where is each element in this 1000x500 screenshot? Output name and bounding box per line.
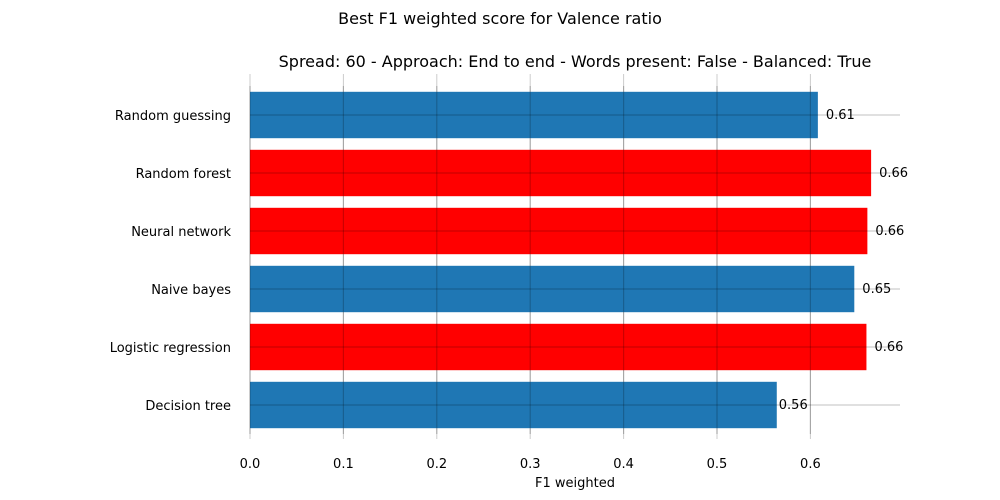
category-lines bbox=[250, 114, 900, 406]
value-label: 0.66 bbox=[874, 340, 903, 355]
chart-title: Spread: 60 - Approach: End to end - Word… bbox=[279, 52, 872, 71]
y-tick-label: Random forest bbox=[136, 167, 231, 182]
y-tick-label: Naive bayes bbox=[151, 283, 231, 298]
x-tick-label: 0.4 bbox=[613, 457, 634, 472]
chart-suptitle: Best F1 weighted score for Valence ratio bbox=[338, 9, 662, 28]
x-axis-label: F1 weighted bbox=[535, 476, 615, 491]
y-tick-label: Decision tree bbox=[145, 399, 231, 414]
value-label: 0.66 bbox=[879, 166, 908, 181]
bar bbox=[250, 265, 855, 313]
value-label: 0.56 bbox=[779, 398, 808, 413]
bar bbox=[250, 381, 777, 429]
grid-overlay bbox=[249, 86, 812, 434]
x-tick-label: 0.2 bbox=[426, 457, 447, 472]
y-tick-labels: Random guessing Random forest Neural netwo… bbox=[110, 109, 232, 414]
value-labels: 0.61 0.66 0.66 0.65 0.66 0.56 bbox=[779, 108, 908, 413]
bar bbox=[250, 91, 818, 139]
bar bbox=[250, 207, 868, 255]
x-tick-label: 0.6 bbox=[800, 457, 821, 472]
value-label: 0.65 bbox=[862, 282, 891, 297]
x-tick-label: 0.5 bbox=[707, 457, 728, 472]
value-label: 0.66 bbox=[875, 224, 904, 239]
y-tick-label: Random guessing bbox=[115, 109, 231, 124]
value-label: 0.61 bbox=[826, 108, 855, 123]
x-tick-label: 0.1 bbox=[333, 457, 354, 472]
bars bbox=[250, 91, 872, 429]
y-tick-label: Neural network bbox=[131, 225, 231, 240]
x-tick-labels: 0.0 0.1 0.2 0.3 0.4 0.5 0.6 bbox=[240, 457, 821, 472]
bar bbox=[250, 149, 872, 197]
bar bbox=[250, 323, 867, 371]
y-tick-label: Logistic regression bbox=[110, 341, 231, 356]
x-tick-label: 0.0 bbox=[240, 457, 261, 472]
x-tick-label: 0.3 bbox=[520, 457, 541, 472]
